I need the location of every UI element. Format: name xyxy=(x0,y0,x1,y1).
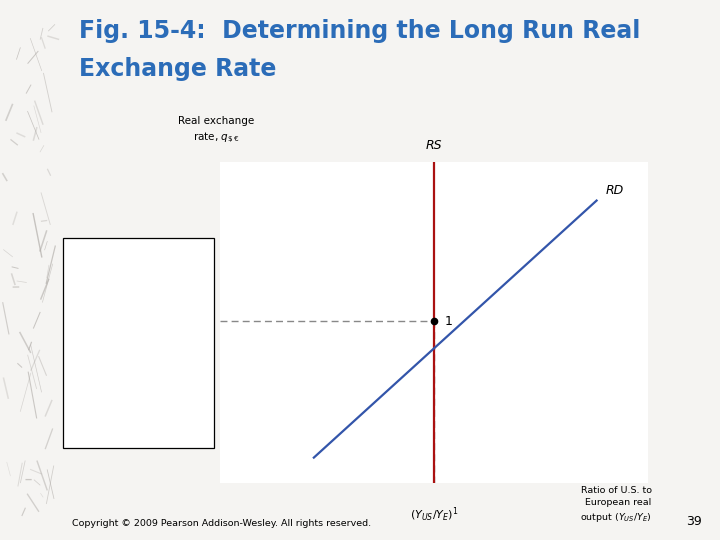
Text: products: products xyxy=(107,380,161,389)
Text: Exchange Rate: Exchange Rate xyxy=(79,57,276,80)
Text: supply of: supply of xyxy=(75,275,131,285)
Text: demand for: demand for xyxy=(75,316,145,327)
Text: Fig. 15-4:  Determining the Long Run Real: Fig. 15-4: Determining the Long Run Real xyxy=(79,19,641,43)
Text: Real exchange
rate, $q_{\$\/€}$: Real exchange rate, $q_{\$\/€}$ xyxy=(178,116,254,145)
Text: products, there is no: products, there is no xyxy=(75,338,193,348)
Text: RS: RS xyxy=(426,139,442,152)
Text: of: of xyxy=(75,380,89,389)
Text: $q^1_{\$\/€}$: $q^1_{\$\/€}$ xyxy=(176,310,196,332)
Text: relative to: relative to xyxy=(75,400,137,410)
Text: When the relative: When the relative xyxy=(75,254,176,264)
Text: Copyright © 2009 Pearson Addison-Wesley. All rights reserved.: Copyright © 2009 Pearson Addison-Wesley.… xyxy=(72,519,371,528)
Text: products to change.: products to change. xyxy=(75,421,189,431)
Text: matches the relative: matches the relative xyxy=(75,296,193,306)
Text: Ratio of U.S. to
European real
output ($Y_{US}/Y_E$): Ratio of U.S. to European real output ($… xyxy=(580,486,652,524)
Text: US: US xyxy=(131,275,148,285)
Text: 1: 1 xyxy=(444,314,452,328)
Text: EU: EU xyxy=(137,400,153,410)
Text: US: US xyxy=(89,380,107,389)
Text: 39: 39 xyxy=(686,515,702,528)
Text: $(Y_{US}/Y_E)^1$: $(Y_{US}/Y_E)^1$ xyxy=(410,506,458,524)
Text: US: US xyxy=(145,316,162,327)
Text: RD: RD xyxy=(605,184,624,197)
Text: products: products xyxy=(148,275,202,285)
Text: tendency for the price: tendency for the price xyxy=(75,359,202,368)
